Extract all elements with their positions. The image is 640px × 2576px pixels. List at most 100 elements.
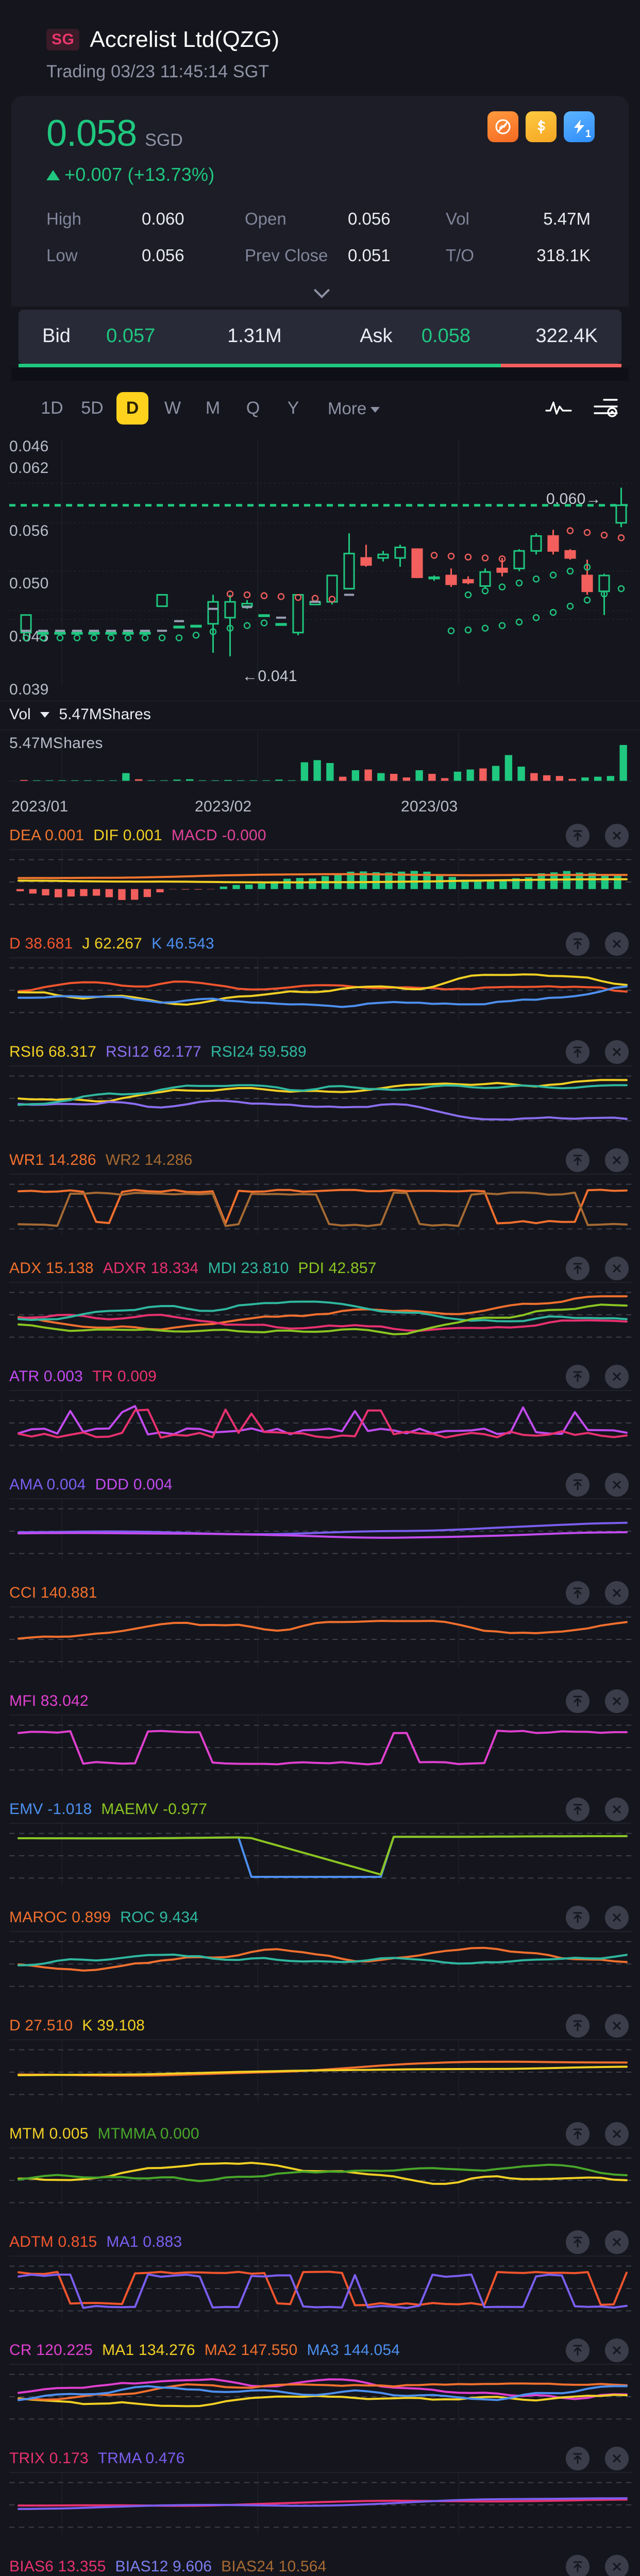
close-panel-icon[interactable] bbox=[605, 824, 629, 848]
indicator-panel-roc[interactable]: MAROC 0.899 ROC 9.434 bbox=[0, 1905, 640, 2013]
close-panel-icon[interactable] bbox=[605, 932, 629, 956]
move-to-top-icon[interactable] bbox=[566, 2555, 590, 2576]
move-to-top-icon[interactable] bbox=[566, 824, 590, 848]
indicator-panel-dmi[interactable]: ADX 15.138 ADXR 18.334 MDI 23.810 PDI 42.85… bbox=[0, 1256, 640, 1364]
move-to-top-icon[interactable] bbox=[566, 1689, 590, 1713]
indicator-legend-macd: DEA 0.001 DIF 0.001 MACD -0.000 bbox=[9, 827, 276, 844]
move-to-top-icon[interactable] bbox=[566, 2122, 590, 2146]
tab-m[interactable]: M bbox=[205, 398, 221, 418]
indicator-toggle-icon[interactable] bbox=[545, 397, 572, 419]
trading-status: Trading 03/23 11:45:14 SGT bbox=[46, 62, 270, 81]
tab-1d[interactable]: 1D bbox=[41, 398, 63, 418]
indicator-legend-wr: WR1 14.286 WR2 14.286 bbox=[9, 1151, 202, 1169]
indicator-panel-rsi[interactable]: RSI6 68.317 RSI12 62.177 RSI24 59.589 bbox=[0, 1039, 640, 1147]
indicator-legend-roc: MAROC 0.899 ROC 9.434 bbox=[9, 1909, 208, 1926]
more-timeframes-button[interactable]: More bbox=[328, 399, 380, 418]
move-to-top-icon[interactable] bbox=[566, 932, 590, 956]
move-to-top-icon[interactable] bbox=[566, 1148, 590, 1172]
stats-row: Low 0.056 Prev Close 0.051 T/O 318.1K bbox=[46, 247, 594, 264]
close-panel-icon[interactable] bbox=[605, 2338, 629, 2362]
move-to-top-icon[interactable] bbox=[566, 1473, 590, 1497]
bid-ask-row[interactable]: Bid 0.057 1.31M Ask 0.058 322.4K bbox=[19, 310, 621, 364]
close-panel-icon[interactable] bbox=[605, 1365, 629, 1388]
close-panel-icon[interactable] bbox=[605, 2122, 629, 2146]
move-to-top-icon[interactable] bbox=[566, 1365, 590, 1388]
tab-y[interactable]: Y bbox=[287, 398, 299, 418]
legend-item: K 39.108 bbox=[82, 2017, 145, 2034]
indicator-legend-cr: CR 120.225 MA1 134.276 MA2 147.550 MA3 144.… bbox=[9, 2342, 409, 2359]
volume-selector[interactable]: Vol 5.47MShares bbox=[9, 706, 151, 723]
close-panel-icon[interactable] bbox=[605, 2014, 629, 2038]
indicator-panel-cci[interactable]: CCI 140.881 bbox=[0, 1580, 640, 1688]
indicator-plot-dmi bbox=[9, 1282, 632, 1344]
move-to-top-icon[interactable] bbox=[566, 2338, 590, 2362]
legend-item: DEA 0.001 bbox=[9, 827, 85, 844]
prev-close-value: 0.051 bbox=[348, 246, 391, 265]
move-to-top-icon[interactable] bbox=[566, 1257, 590, 1280]
indicator-panel-macd[interactable]: DEA 0.001 DIF 0.001 MACD -0.000 bbox=[0, 823, 640, 931]
indicator-plot-cci bbox=[9, 1606, 632, 1669]
indicator-panel-kdj[interactable]: D 38.681 J 62.267 K 46.543 bbox=[0, 931, 640, 1039]
indicator-plot-rsi bbox=[9, 1065, 632, 1128]
legend-item: RSI24 59.589 bbox=[210, 1043, 307, 1060]
close-panel-icon[interactable] bbox=[605, 1798, 629, 1821]
legend-item: BIAS12 9.606 bbox=[115, 2558, 212, 2575]
indicator-panel-wr[interactable]: WR1 14.286 WR2 14.286 bbox=[0, 1147, 640, 1256]
close-panel-icon[interactable] bbox=[605, 1473, 629, 1497]
close-panel-icon[interactable] bbox=[605, 2230, 629, 2254]
legend-item: MFI 83.042 bbox=[9, 1692, 89, 1709]
legend-item: MA3 144.054 bbox=[307, 2342, 400, 2359]
indicator-panel-kd[interactable]: D 27.510 K 39.108 bbox=[0, 2013, 640, 2121]
price-chart-panel[interactable]: 0.046 0.062 0.056 0.050 0.045 0.060→ ←0.… bbox=[0, 435, 640, 687]
panel-controls bbox=[566, 1365, 629, 1388]
close-panel-icon[interactable] bbox=[605, 1040, 629, 1064]
indicator-panel-mfi[interactable]: MFI 83.042 bbox=[0, 1688, 640, 1797]
close-panel-icon[interactable] bbox=[605, 2447, 629, 2470]
quote-card: 1 0.058 SGD +0.007 (+13.73%) High 0.060 … bbox=[11, 96, 629, 307]
last-price: 0.058 bbox=[46, 113, 137, 154]
indicator-panel-emv[interactable]: EMV -1.018 MAEMV -0.977 bbox=[0, 1797, 640, 1905]
indicator-panel-cr[interactable]: CR 120.225 MA1 134.276 MA2 147.550 MA3 144.… bbox=[0, 2337, 640, 2446]
move-to-top-icon[interactable] bbox=[566, 2230, 590, 2254]
move-to-top-icon[interactable] bbox=[566, 1040, 590, 1064]
move-to-top-icon[interactable] bbox=[566, 1906, 590, 1929]
indicator-legend-cci: CCI 140.881 bbox=[9, 1584, 107, 1602]
move-to-top-icon[interactable] bbox=[566, 2014, 590, 2038]
close-panel-icon[interactable] bbox=[605, 1689, 629, 1713]
indicator-panel-atr[interactable]: ATR 0.003 TR 0.009 bbox=[0, 1364, 640, 1472]
volume-panel[interactable]: 0.039 Vol 5.47MShares 5.47MShares bbox=[0, 681, 640, 798]
move-to-top-icon[interactable] bbox=[566, 1798, 590, 1821]
move-to-top-icon[interactable] bbox=[566, 1581, 590, 1605]
tab-5d[interactable]: 5D bbox=[81, 398, 104, 418]
indicator-panel-adtm[interactable]: ADTM 0.815 MA1 0.883 bbox=[0, 2229, 640, 2337]
high-label: High bbox=[46, 209, 81, 228]
indicator-plot-bias bbox=[0, 2554, 640, 2576]
indicator-panel-bias[interactable]: BIAS6 13.355 BIAS12 9.606 BIAS24 10.564 bbox=[0, 2554, 640, 2576]
legend-item: J 62.267 bbox=[82, 935, 143, 952]
expand-quote-button[interactable] bbox=[46, 282, 594, 307]
tab-q[interactable]: Q bbox=[246, 398, 260, 418]
candlestick-chart bbox=[9, 440, 632, 685]
tab-d[interactable]: D bbox=[116, 392, 148, 425]
indicator-legend-rsi: RSI6 68.317 RSI12 62.177 RSI24 59.589 bbox=[9, 1043, 316, 1061]
lightning-icon[interactable]: 1 bbox=[564, 111, 595, 142]
tab-w[interactable]: W bbox=[164, 398, 181, 418]
turnover-value: 318.1K bbox=[536, 246, 591, 265]
close-panel-icon[interactable] bbox=[605, 1906, 629, 1929]
no-short-sell-icon[interactable] bbox=[487, 111, 518, 142]
move-to-top-icon[interactable] bbox=[566, 2447, 590, 2470]
close-panel-icon[interactable] bbox=[605, 1257, 629, 1280]
legend-item: DDD 0.004 bbox=[95, 1476, 173, 1493]
dollar-icon[interactable] bbox=[526, 111, 557, 142]
close-panel-icon[interactable] bbox=[605, 1581, 629, 1605]
date-tick-1: 2023/02 bbox=[195, 798, 252, 815]
close-panel-icon[interactable] bbox=[605, 2555, 629, 2576]
indicator-panel-mtm[interactable]: MTM 0.005 MTMMA 0.000 bbox=[0, 2121, 640, 2229]
legend-item: RSI12 62.177 bbox=[106, 1043, 201, 1060]
indicator-panel-trix[interactable]: TRIX 0.173 TRMA 0.476 bbox=[0, 2446, 640, 2554]
close-panel-icon[interactable] bbox=[605, 1148, 629, 1172]
indicator-panel-dma[interactable]: AMA 0.004 DDD 0.004 bbox=[0, 1472, 640, 1580]
chart-settings-icon[interactable] bbox=[593, 396, 618, 420]
indicator-legend-mtm: MTM 0.005 MTMMA 0.000 bbox=[9, 2125, 209, 2143]
legend-item: TRIX 0.173 bbox=[9, 2450, 89, 2467]
